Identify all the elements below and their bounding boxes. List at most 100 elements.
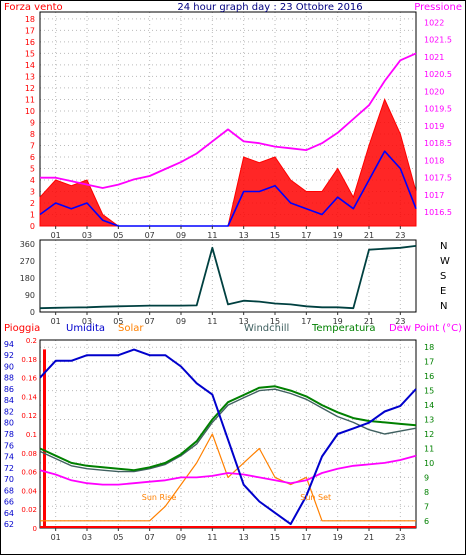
rain-tick-label: 0 — [33, 525, 37, 533]
sun-annotation: Sun Rise — [142, 493, 177, 502]
pressure-tick-label: 1019.5 — [424, 105, 452, 114]
humidity-tick-label: 94 — [4, 340, 14, 349]
compass-label: N — [440, 241, 447, 252]
x-tick-label: 09 — [176, 317, 186, 326]
x-tick-label: 11 — [207, 317, 217, 326]
panel2-frame — [39, 239, 417, 313]
x-tick-label: 21 — [364, 231, 374, 240]
wind-tick-label: 16 — [25, 38, 35, 47]
direction-tick-label: 270 — [20, 257, 35, 266]
wind-tick-label: 10 — [25, 107, 35, 116]
x-tick-label: 05 — [113, 231, 123, 240]
wind-tick-label: 8 — [30, 130, 35, 139]
temperature-tick-label: 18 — [424, 343, 434, 352]
temperature-tick-label: 10 — [424, 459, 434, 468]
temperature-tick-label: 17 — [424, 358, 434, 367]
rain-tick-label: 0.02 — [21, 506, 37, 514]
x-tick-label: 11 — [207, 231, 217, 240]
rain-tick-label: 0.14 — [21, 393, 37, 401]
humidity-tick-label: 68 — [4, 486, 14, 495]
humidity-tick-label: 76 — [4, 441, 14, 450]
rain-tick-label: 0.06 — [21, 469, 37, 477]
x-tick-label: 07 — [145, 231, 155, 240]
compass-label: N — [440, 301, 447, 312]
rain-axis-title: Pioggia — [4, 323, 40, 334]
humidity-tick-label: 80 — [4, 419, 14, 428]
humidity-tick-label: 66 — [4, 498, 14, 507]
x-tick-label: 13 — [239, 533, 249, 542]
wind-tick-label: 12 — [25, 84, 35, 93]
wind-tick-label: 3 — [30, 187, 35, 196]
wind-tick-label: 5 — [30, 164, 35, 173]
humidity-axis-title: Umidita — [66, 323, 105, 334]
x-tick-label: 01 — [51, 533, 61, 542]
sun-annotation: Sun Set — [300, 493, 331, 502]
humidity-tick-label: 90 — [4, 362, 14, 371]
rain-tick-label: 0.04 — [21, 487, 37, 495]
pressure-tick-label: 1021.5 — [424, 36, 452, 45]
windchill-axis-title: Windchill — [244, 323, 289, 334]
x-tick-label: 21 — [364, 533, 374, 542]
wind-tick-label: 15 — [25, 49, 35, 58]
wind-tick-label: 17 — [25, 26, 35, 35]
solar-axis-title: Solar — [118, 323, 144, 334]
wind-tick-label: 9 — [30, 118, 35, 127]
temperature-tick-label: 8 — [424, 488, 429, 497]
chart-title: 24 hour graph day : 23 Ottobre 2016 — [177, 2, 362, 13]
humidity-tick-label: 88 — [4, 374, 14, 383]
x-tick-label: 07 — [145, 533, 155, 542]
rain-tick-label: 0.16 — [21, 375, 37, 383]
temperature-tick-label: 13 — [424, 416, 434, 425]
pressure-tick-label: 1020 — [424, 87, 444, 96]
temperature-tick-label: 7 — [424, 502, 429, 511]
wind-tick-label: 2 — [30, 199, 35, 208]
humidity-tick-label: 82 — [4, 407, 14, 416]
humidity-tick-label: 70 — [4, 475, 14, 484]
dewpoint-axis-title: Dew Point (°C) — [389, 323, 462, 334]
x-tick-label: 19 — [333, 317, 343, 326]
wind-tick-label: 6 — [30, 153, 35, 162]
humidity-tick-label: 74 — [4, 453, 14, 462]
temperature-tick-label: 15 — [424, 387, 434, 396]
humidity-tick-label: 62 — [4, 520, 14, 529]
x-tick-label: 03 — [82, 231, 92, 240]
x-tick-label: 19 — [333, 533, 343, 542]
temperature-axis-title: Temperatura — [311, 323, 376, 334]
temperature-tick-label: 9 — [424, 473, 429, 482]
x-tick-label: 19 — [333, 231, 343, 240]
x-tick-label: 21 — [364, 317, 374, 326]
x-tick-label: 11 — [207, 533, 217, 542]
humidity-tick-label: 64 — [4, 509, 14, 518]
compass-label: W — [440, 256, 450, 267]
compass-label: S — [440, 271, 446, 282]
x-tick-label: 13 — [239, 231, 249, 240]
humidity-tick-label: 86 — [4, 385, 14, 394]
compass-label: E — [440, 286, 446, 297]
humidity-tick-label: 78 — [4, 430, 14, 439]
wind-tick-label: 18 — [25, 15, 35, 24]
wind-axis-title: Forza vento — [4, 2, 63, 13]
x-tick-label: 01 — [51, 317, 61, 326]
pressure-tick-label: 1019 — [424, 122, 444, 131]
x-tick-label: 17 — [301, 317, 311, 326]
x-tick-label: 07 — [145, 317, 155, 326]
x-tick-label: 03 — [82, 533, 92, 542]
x-tick-label: 09 — [176, 231, 186, 240]
temperature-tick-label: 12 — [424, 430, 434, 439]
x-tick-label: 09 — [176, 533, 186, 542]
pressure-tick-label: 1018.5 — [424, 139, 452, 148]
rain-tick-label: 0.2 — [26, 337, 37, 345]
x-tick-label: 13 — [239, 317, 249, 326]
pressure-tick-label: 1017 — [424, 191, 444, 200]
solar-series — [40, 433, 416, 522]
pressure-tick-label: 1021 — [424, 53, 444, 62]
temperature-tick-label: 11 — [424, 444, 434, 453]
dewpoint-series — [39, 454, 417, 486]
temperature-tick-label: 16 — [424, 372, 434, 381]
humidity-series — [39, 348, 417, 526]
wind-tick-label: 7 — [30, 141, 35, 150]
wind-tick-label: 13 — [25, 72, 35, 81]
pressure-axis-title: Pressione — [414, 2, 462, 13]
